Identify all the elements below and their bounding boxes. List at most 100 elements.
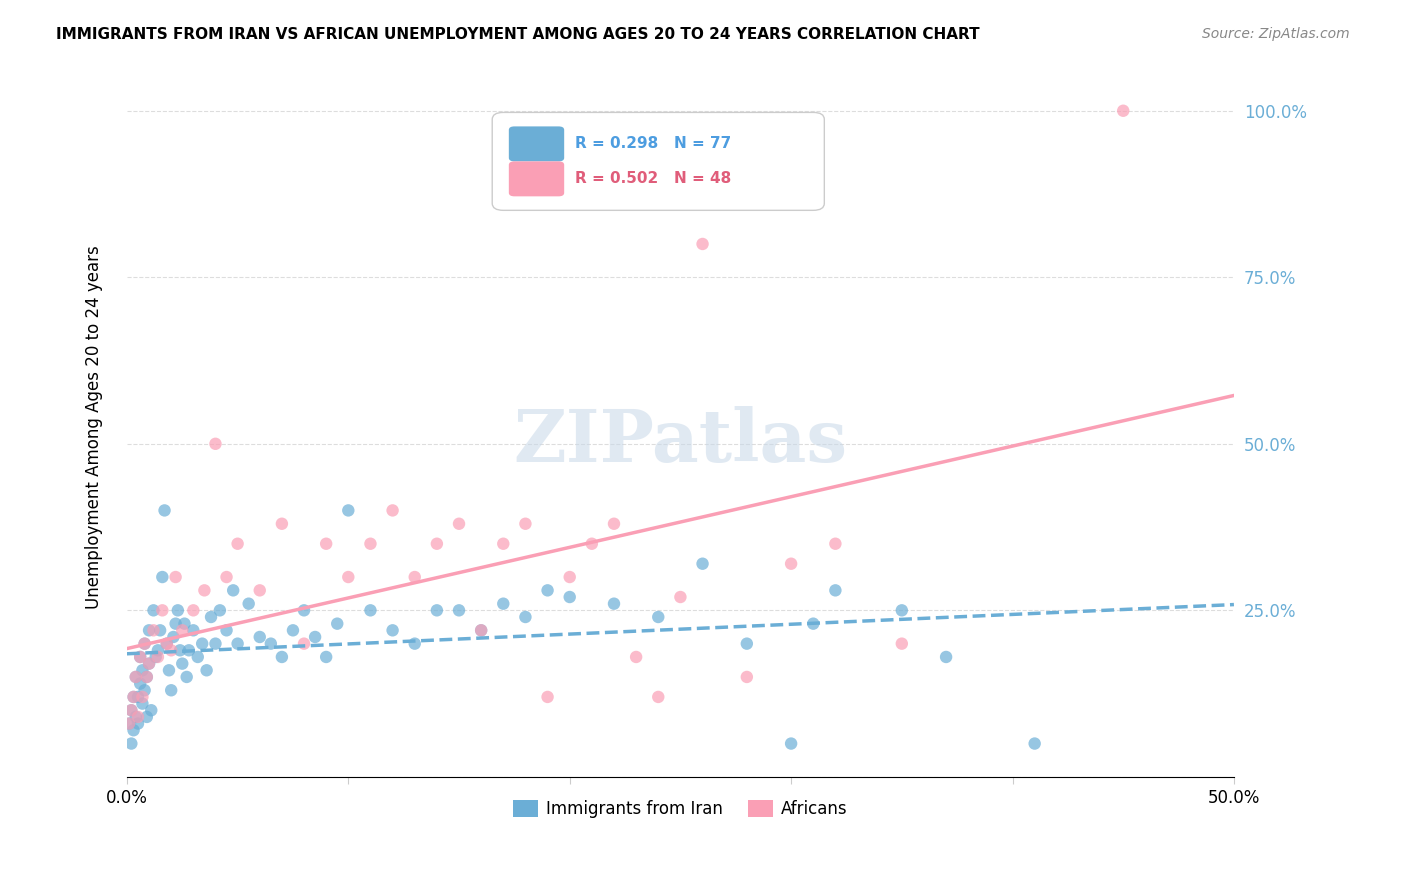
Point: [129, 650, 152, 665]
Point: [120, 737, 142, 751]
Point: [150, 603, 173, 617]
Y-axis label: Unemployment Among Ages 20 to 24 years: Unemployment Among Ages 20 to 24 years: [86, 245, 103, 609]
Point: [558, 570, 581, 584]
Point: [801, 616, 824, 631]
Point: [183, 603, 205, 617]
Point: [169, 643, 191, 657]
Point: [890, 637, 912, 651]
Point: [176, 670, 198, 684]
Point: [824, 537, 846, 551]
Point: [935, 650, 957, 665]
Point: [172, 657, 194, 671]
Point: [315, 650, 337, 665]
Point: [603, 597, 626, 611]
Point: [470, 624, 492, 638]
Point: [153, 503, 176, 517]
Point: [515, 516, 537, 531]
Point: [122, 723, 145, 738]
Point: [162, 630, 184, 644]
Point: [138, 657, 160, 671]
Point: [134, 637, 156, 651]
Point: [292, 637, 315, 651]
Point: [270, 516, 292, 531]
Point: [692, 557, 714, 571]
Point: [426, 537, 449, 551]
Point: [238, 597, 260, 611]
Point: [165, 570, 187, 584]
Point: [281, 624, 304, 638]
Point: [138, 624, 160, 638]
Point: [515, 610, 537, 624]
Point: [127, 710, 149, 724]
Point: [150, 570, 173, 584]
FancyBboxPatch shape: [509, 127, 564, 161]
Point: [304, 630, 326, 644]
Point: [120, 703, 142, 717]
Point: [536, 690, 558, 704]
Point: [735, 637, 758, 651]
Point: [824, 583, 846, 598]
Point: [270, 650, 292, 665]
Point: [337, 570, 360, 584]
Point: [249, 630, 271, 644]
Point: [404, 570, 426, 584]
Point: [165, 616, 187, 631]
Legend: Immigrants from Iran, Africans: Immigrants from Iran, Africans: [506, 793, 855, 824]
Point: [647, 690, 669, 704]
Point: [404, 637, 426, 651]
Point: [195, 663, 218, 677]
Point: [135, 670, 157, 684]
Point: [187, 650, 209, 665]
Point: [118, 716, 141, 731]
Text: IMMIGRANTS FROM IRAN VS AFRICAN UNEMPLOYMENT AMONG AGES 20 TO 24 YEARS CORRELATI: IMMIGRANTS FROM IRAN VS AFRICAN UNEMPLOY…: [56, 27, 980, 42]
Point: [1024, 737, 1046, 751]
Text: R = 0.298   N = 77: R = 0.298 N = 77: [575, 136, 731, 152]
Point: [131, 663, 153, 677]
Point: [149, 624, 172, 638]
Point: [359, 603, 381, 617]
Point: [157, 663, 180, 677]
Point: [166, 603, 188, 617]
Point: [177, 643, 200, 657]
Point: [326, 616, 349, 631]
Point: [125, 710, 148, 724]
Point: [145, 650, 167, 665]
Point: [647, 610, 669, 624]
Point: [141, 703, 163, 717]
Point: [127, 690, 149, 704]
Point: [292, 603, 315, 617]
Point: [215, 624, 238, 638]
Point: [226, 637, 249, 651]
Text: R = 0.502   N = 48: R = 0.502 N = 48: [575, 171, 731, 186]
Point: [204, 437, 226, 451]
Point: [1112, 103, 1135, 118]
Point: [315, 537, 337, 551]
Point: [381, 624, 404, 638]
Point: [492, 597, 515, 611]
Point: [193, 583, 215, 598]
Point: [226, 537, 249, 551]
Point: [173, 616, 195, 631]
Point: [156, 637, 179, 651]
Point: [156, 637, 179, 651]
Point: [447, 516, 470, 531]
FancyBboxPatch shape: [509, 161, 564, 196]
Point: [160, 643, 183, 657]
Point: [359, 537, 381, 551]
Point: [603, 516, 626, 531]
Point: [135, 710, 157, 724]
Point: [122, 690, 145, 704]
Point: [200, 610, 222, 624]
Point: [780, 737, 803, 751]
Point: [122, 690, 145, 704]
Point: [536, 583, 558, 598]
Point: [624, 650, 647, 665]
Point: [492, 537, 515, 551]
Point: [692, 237, 714, 252]
Point: [131, 697, 153, 711]
Point: [135, 670, 157, 684]
Point: [222, 583, 245, 598]
Point: [125, 670, 148, 684]
Point: [120, 703, 142, 717]
Point: [470, 624, 492, 638]
